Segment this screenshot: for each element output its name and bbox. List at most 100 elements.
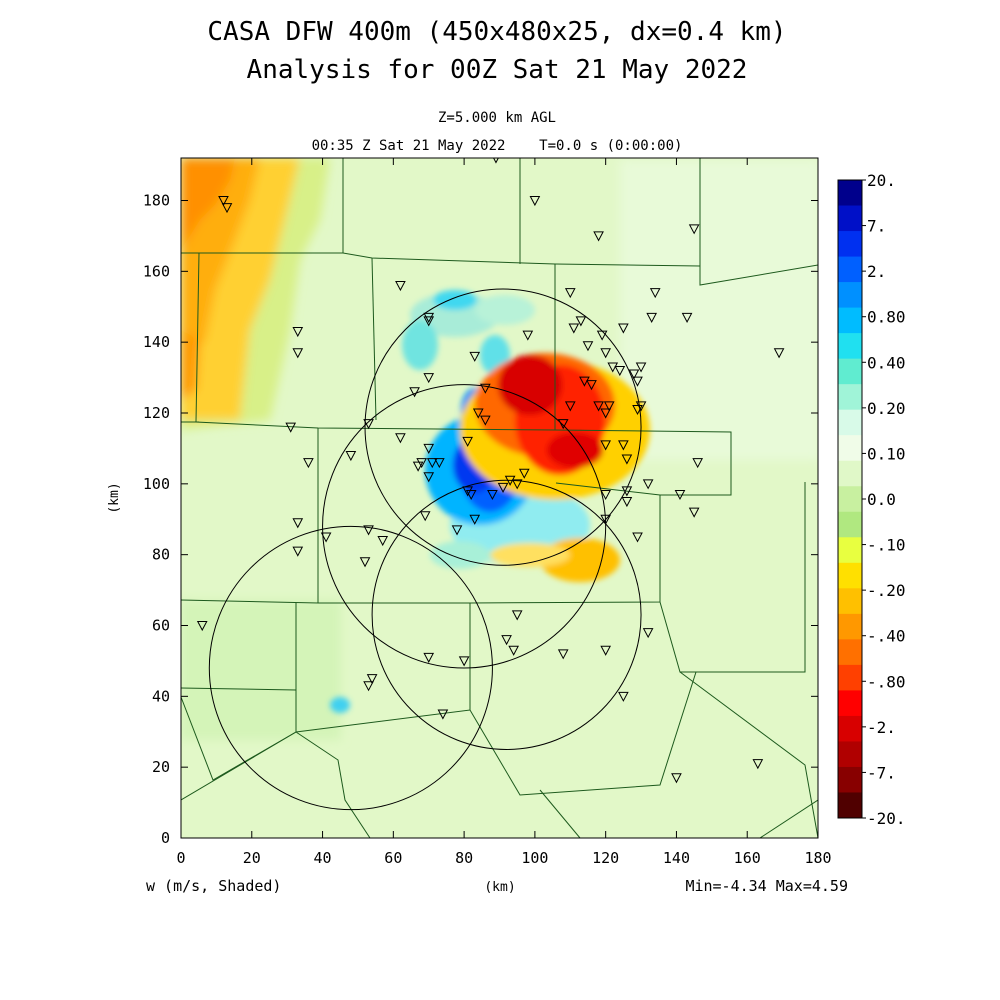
station-marker: [511, 610, 523, 621]
station-marker: [292, 327, 304, 338]
colorbar-swatch: [838, 358, 862, 385]
station-marker: [618, 323, 629, 334]
colorbar-swatch: [838, 205, 862, 232]
x-tick-label: 40: [314, 849, 332, 867]
y-tick-label: 60: [152, 617, 170, 635]
station-marker: [480, 415, 491, 426]
station-marker: [423, 652, 435, 663]
station-marker: [508, 645, 519, 656]
station-marker: [692, 458, 704, 469]
station-marker: [632, 532, 643, 543]
station-marker: [320, 532, 332, 543]
station-marker: [557, 649, 569, 660]
colorbar-swatch: [838, 664, 862, 691]
station-marker: [426, 458, 438, 469]
station-marker: [632, 404, 643, 416]
station-marker: [409, 387, 420, 398]
colorbar-swatch: [838, 486, 862, 513]
colorbar-label: 0.0: [867, 490, 896, 509]
colorbar-label: 0.10: [867, 444, 906, 463]
station-marker: [363, 681, 374, 692]
y-axis-label: (km): [107, 482, 122, 513]
station-marker: [752, 759, 764, 770]
colorbar-swatch: [838, 307, 862, 334]
colorbar-label: 2.: [867, 262, 886, 281]
station-marker: [480, 383, 491, 394]
station-marker: [568, 323, 580, 334]
station-marker: [564, 288, 576, 299]
colorbar-label: -.80: [867, 672, 906, 691]
x-tick-label: 80: [455, 849, 473, 867]
y-tick-label: 120: [143, 404, 170, 422]
plot-frame: [180, 157, 819, 839]
x-tick-label: 120: [592, 849, 619, 867]
station-marker: [621, 486, 633, 497]
station-marker: [557, 419, 569, 430]
station-marker: [285, 422, 297, 433]
station-marker: [434, 458, 445, 469]
station-marker: [674, 489, 686, 501]
station-marker: [564, 401, 576, 412]
colorbar-label: -20.: [867, 809, 906, 828]
x-tick-label: 20: [243, 849, 261, 867]
station-marker: [518, 468, 530, 479]
colorbar-label: -.20: [867, 581, 906, 600]
station-marker: [472, 408, 484, 419]
y-tick-label: 140: [143, 333, 170, 351]
colorbar-swatch: [838, 256, 862, 283]
colorbar: 20. 7. 2. 0.80 0.40 0.20 0.10 0.0 -.10 -.20 -.40 -.…: [837, 171, 906, 828]
colorbar-label: -7.: [867, 763, 896, 782]
subtitle-time: 00:35 Z Sat 21 May 2022 T=0.0 s (0:00:00…: [312, 138, 683, 154]
colorbar-label: 0.80: [867, 308, 906, 327]
station-marker: [635, 401, 647, 412]
colorbar-swatch: [838, 741, 862, 768]
station-marker: [469, 351, 481, 362]
station-marker: [642, 628, 654, 639]
station-marker: [303, 458, 314, 469]
station-marker: [600, 514, 611, 525]
station-marker: [465, 489, 477, 501]
y-tick-label: 40: [152, 687, 170, 705]
colorbar-label: 0.40: [867, 353, 906, 372]
station-marker: [469, 514, 481, 525]
station-marker: [600, 489, 611, 501]
colorbar-swatch: [838, 435, 862, 462]
station-marker: [416, 458, 427, 469]
colorbar-swatch: [838, 792, 862, 819]
station-marker: [462, 486, 473, 497]
station-marker: [419, 511, 431, 522]
station-marker: [292, 348, 304, 359]
colorbar-swatch: [838, 333, 862, 360]
minmax-label: Min=-4.34 Max=4.59: [685, 877, 848, 895]
station-marker: [632, 376, 643, 387]
station-marker: [635, 362, 647, 373]
station-marker: [618, 440, 629, 451]
station-marker: [196, 621, 208, 632]
radar-ring-4: [208, 525, 493, 811]
station-marker: [377, 536, 389, 547]
colorbar-swatch: [838, 613, 862, 640]
station-marker: [646, 312, 658, 323]
station-marker: [366, 674, 378, 685]
station-marker: [603, 401, 615, 412]
station-marker: [345, 451, 357, 462]
y-tick-label: 100: [143, 475, 170, 493]
radar-ring-2: [322, 384, 607, 669]
station-marker: [621, 497, 633, 508]
station-marker: [511, 479, 523, 490]
colorbar-swatch: [838, 562, 862, 589]
station-marker: [688, 507, 700, 518]
colorbar-swatch: [838, 180, 862, 207]
station-marker: [773, 348, 785, 359]
y-tick-label: 20: [152, 758, 170, 776]
colorbar-label: 0.20: [867, 399, 906, 418]
station-marker: [487, 489, 498, 501]
station-marker: [649, 288, 661, 299]
y-tick-label: 160: [143, 262, 170, 280]
station-marker: [423, 316, 435, 327]
station-marker: [593, 401, 604, 412]
station-marker: [462, 436, 473, 447]
field-shading: [181, 158, 818, 838]
station-marker: [681, 312, 693, 323]
